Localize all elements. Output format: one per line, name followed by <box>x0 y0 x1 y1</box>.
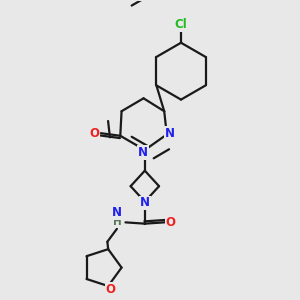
Text: N: N <box>140 196 150 209</box>
Text: Cl: Cl <box>175 18 188 31</box>
Text: N: N <box>112 206 122 219</box>
Text: H: H <box>112 218 121 227</box>
Text: N: N <box>138 146 148 159</box>
Text: N: N <box>165 127 175 140</box>
Text: O: O <box>89 127 99 140</box>
Text: O: O <box>166 216 176 229</box>
Text: O: O <box>106 284 116 296</box>
